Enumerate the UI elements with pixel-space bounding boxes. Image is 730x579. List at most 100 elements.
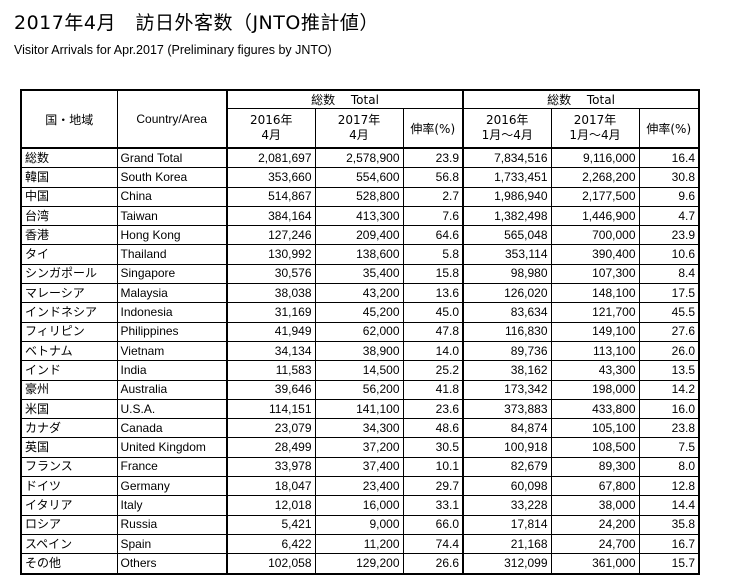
header-2017-ytd-period: 1月～4月	[569, 128, 621, 142]
cell-country-en: Indonesia	[116, 302, 228, 323]
cell-2017-apr: 14,500	[314, 360, 404, 381]
cell-region-jp: フランス	[20, 456, 118, 478]
cell-2017-apr: 56,200	[314, 379, 404, 400]
cell-2017-ytd: 108,500	[550, 437, 640, 458]
table-row: イタリア Italy 12,018 16,000 33.1 33,228 38,000 14.…	[20, 495, 700, 516]
cell-growth-month: 47.8	[402, 321, 464, 342]
page-title: 2017年4月 訪日外客数（JNTO推計値）	[14, 12, 379, 34]
cell-2016-ytd: 116,830	[462, 321, 552, 342]
cell-growth-month: 30.5	[402, 437, 464, 458]
cell-2017-ytd: 361,000	[550, 553, 640, 575]
cell-growth-ytd: 23.9	[638, 225, 700, 246]
table-row: 英国 United Kingdom 28,499 37,200 30.5 100,918 1…	[20, 437, 700, 458]
table-row: 香港 Hong Kong 127,246 209,400 64.6 565,048 700,…	[20, 225, 700, 246]
cell-country-en: Vietnam	[116, 340, 228, 362]
cell-region-jp: その他	[20, 553, 118, 575]
cell-2017-apr: 2,578,900	[314, 147, 404, 169]
header-2016-ytd-year: 2016年	[485, 113, 529, 127]
cell-growth-month: 45.0	[402, 302, 464, 323]
table-row: ドイツ Germany 18,047 23,400 29.7 60,098 67,800 12…	[20, 476, 700, 497]
table-row: 豪州 Australia 39,646 56,200 41.8 173,342 198,00…	[20, 379, 700, 400]
cell-region-jp: フィリピン	[20, 321, 118, 342]
cell-2017-apr: 38,900	[314, 340, 404, 362]
cell-2016-apr: 114,151	[226, 398, 316, 420]
cell-growth-ytd: 16.4	[638, 147, 700, 169]
cell-2016-ytd: 83,634	[462, 302, 552, 323]
cell-region-jp: 豪州	[20, 379, 118, 400]
cell-country-en: Spain	[116, 533, 228, 555]
cell-country-en: Singapore	[116, 263, 228, 285]
cell-growth-ytd: 7.5	[638, 437, 700, 458]
cell-growth-ytd: 9.6	[638, 186, 700, 207]
cell-country-en: U.S.A.	[116, 398, 228, 420]
cell-2017-apr: 62,000	[314, 321, 404, 342]
cell-growth-month: 74.4	[402, 533, 464, 555]
cell-region-jp: ベトナム	[20, 340, 118, 362]
cell-2017-apr: 11,200	[314, 533, 404, 555]
cell-growth-month: 25.2	[402, 360, 464, 381]
cell-2016-ytd: 60,098	[462, 476, 552, 497]
page-subtitle: Visitor Arrivals for Apr.2017 (Prelimina…	[14, 43, 332, 57]
cell-2016-apr: 6,422	[226, 533, 316, 555]
cell-2016-ytd: 38,162	[462, 360, 552, 381]
cell-2016-ytd: 1,382,498	[462, 205, 552, 227]
header-region-jp: 国・地域	[20, 89, 118, 149]
cell-region-jp: ドイツ	[20, 476, 118, 497]
cell-country-en: Italy	[116, 495, 228, 516]
cell-country-en: France	[116, 456, 228, 478]
cell-2016-ytd: 373,883	[462, 398, 552, 420]
header-2016-apr-month: 4月	[261, 128, 282, 142]
cell-2017-ytd: 107,300	[550, 263, 640, 285]
cell-2017-ytd: 2,268,200	[550, 167, 640, 188]
cell-region-jp: インド	[20, 360, 118, 381]
cell-2016-apr: 2,081,697	[226, 147, 316, 169]
header-2016-ytd: 2016年 1月～4月	[462, 108, 552, 149]
cell-2017-apr: 35,400	[314, 263, 404, 285]
cell-region-jp: イタリア	[20, 495, 118, 516]
table-row: インドネシア Indonesia 31,169 45,200 45.0 83,634 121…	[20, 302, 700, 323]
cell-region-jp: 香港	[20, 225, 118, 246]
cell-country-en: Australia	[116, 379, 228, 400]
cell-2017-ytd: 9,116,000	[550, 147, 640, 169]
cell-country-en: Hong Kong	[116, 225, 228, 246]
cell-country-en: Malaysia	[116, 283, 228, 304]
cell-2017-apr: 129,200	[314, 553, 404, 575]
cell-2016-ytd: 98,980	[462, 263, 552, 285]
cell-growth-ytd: 16.7	[638, 533, 700, 555]
header-growth-ytd: 伸率(%)	[638, 108, 700, 149]
header-2017-ytd-year: 2017年	[573, 113, 617, 127]
cell-country-en: China	[116, 186, 228, 207]
cell-2016-apr: 39,646	[226, 379, 316, 400]
header-2016-apr: 2016年 4月	[226, 108, 316, 149]
cell-country-en: United Kingdom	[116, 437, 228, 458]
cell-2016-apr: 127,246	[226, 225, 316, 246]
cell-2017-apr: 43,200	[314, 283, 404, 304]
cell-2016-apr: 18,047	[226, 476, 316, 497]
cell-growth-ytd: 4.7	[638, 205, 700, 227]
cell-2017-ytd: 113,100	[550, 340, 640, 362]
cell-growth-month: 2.7	[402, 186, 464, 207]
cell-country-en: Others	[116, 553, 228, 575]
cell-region-jp: ロシア	[20, 514, 118, 535]
cell-region-jp: 中国	[20, 186, 118, 207]
cell-2017-apr: 554,600	[314, 167, 404, 188]
cell-growth-ytd: 35.8	[638, 514, 700, 535]
cell-region-jp: シンガポール	[20, 263, 118, 285]
cell-2016-ytd: 173,342	[462, 379, 552, 400]
table-row: 台湾 Taiwan 384,164 413,300 7.6 1,382,498 1,446,…	[20, 205, 700, 227]
cell-country-en: Taiwan	[116, 205, 228, 227]
cell-2017-apr: 37,400	[314, 456, 404, 478]
cell-growth-ytd: 23.8	[638, 418, 700, 439]
cell-2016-apr: 30,576	[226, 263, 316, 285]
table-row: 韓国 South Korea 353,660 554,600 56.8 1,733,451…	[20, 167, 700, 188]
header-2017-apr-year: 2017年	[337, 113, 381, 127]
cell-2017-ytd: 1,446,900	[550, 205, 640, 227]
visitor-arrivals-table: 国・地域 Country/Area 総数 Total 総数 Total 2016…	[20, 89, 700, 575]
cell-2016-ytd: 565,048	[462, 225, 552, 246]
header-2017-apr-month: 4月	[349, 128, 369, 142]
cell-growth-ytd: 8.0	[638, 456, 700, 478]
cell-growth-ytd: 15.7	[638, 553, 700, 575]
cell-2016-ytd: 100,918	[462, 437, 552, 458]
cell-2016-ytd: 17,814	[462, 514, 552, 535]
cell-region-jp: スペイン	[20, 533, 118, 555]
